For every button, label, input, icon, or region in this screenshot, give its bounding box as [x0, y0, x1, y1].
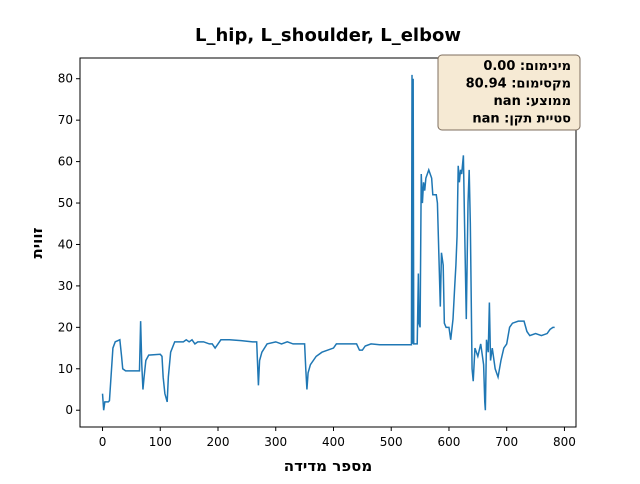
x-tick-label: 500	[380, 435, 403, 449]
y-tick-label: 50	[58, 196, 73, 210]
x-tick-label: 200	[207, 435, 230, 449]
x-tick-label: 600	[438, 435, 461, 449]
annotation-box	[437, 54, 581, 131]
x-tick-label: 800	[553, 435, 576, 449]
x-tick-label: 400	[322, 435, 345, 449]
annotation-line: מקסימום: 80.94	[466, 77, 571, 92]
x-tick-label: 700	[495, 435, 518, 449]
x-tick-label: 0	[99, 435, 107, 449]
y-tick-label: 60	[58, 155, 73, 169]
chart-title: L_hip, L_shoulder, L_elbow	[195, 25, 461, 46]
y-tick-label: 70	[58, 113, 73, 127]
x-axis-label: מספר מדידה	[284, 457, 372, 475]
annotation-line: ממוצע: nan	[494, 94, 571, 109]
y-tick-label: 20	[58, 320, 73, 334]
line	[101, 74, 555, 411]
y-tick-label: 0	[65, 403, 73, 417]
annotation-line: מינימום: 0.00	[483, 59, 571, 74]
y-axis-label: זווית	[28, 228, 46, 259]
x-tick-label: 100	[149, 435, 172, 449]
annotation-line: סטיית תקן: nan	[472, 112, 571, 127]
axes-frame	[79, 57, 577, 428]
y-tick-label: 30	[58, 279, 73, 293]
y-tick-label: 80	[58, 72, 73, 86]
y-tick-label: 40	[58, 237, 73, 251]
y-tick-label: 10	[58, 362, 73, 376]
x-tick-label: 300	[264, 435, 287, 449]
